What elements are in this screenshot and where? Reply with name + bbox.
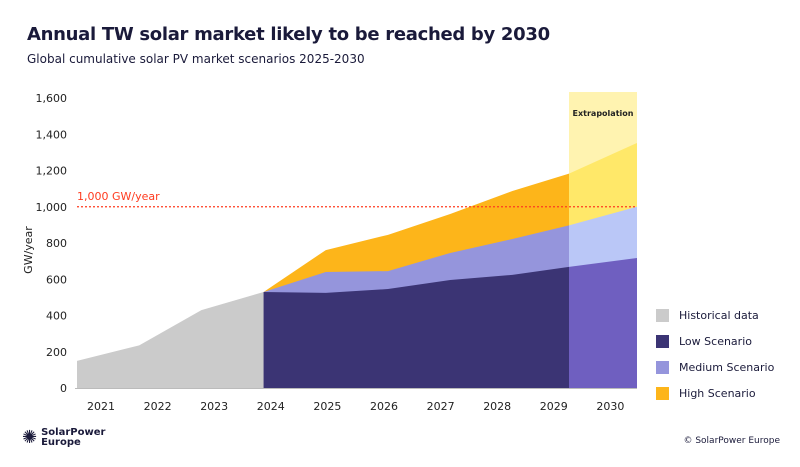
- legend-item: High Scenario: [656, 380, 774, 406]
- x-tick-label: 2026: [370, 400, 398, 413]
- legend-swatch: [656, 386, 669, 400]
- reference-line-label: 1,000 GW/year: [77, 190, 160, 203]
- legend-item: Medium Scenario: [656, 354, 774, 380]
- series-low-scenario-extrapolation-area: [569, 258, 637, 388]
- legend-swatch: [656, 334, 669, 348]
- x-tick-label: 2024: [257, 400, 285, 413]
- legend-item: Historical data: [656, 302, 774, 328]
- y-tick-label: 600: [46, 273, 67, 286]
- legend-label: Low Scenario: [679, 334, 752, 348]
- logo-text-1: SolarPower: [41, 427, 106, 438]
- x-tick-label: 2023: [200, 400, 228, 413]
- y-tick-label: 0: [60, 382, 67, 395]
- solarpower-europe-logo: ✺ SolarPower Europe: [22, 428, 105, 448]
- legend: Historical data Low Scenario Medium Scenar…: [656, 302, 774, 406]
- x-tick-label: 2028: [483, 400, 511, 413]
- x-tick-label: 2029: [540, 400, 568, 413]
- sun-icon: ✺: [22, 427, 38, 448]
- legend-label: Historical data: [679, 308, 759, 322]
- extrapolation-label: Extrapolation: [573, 109, 634, 118]
- x-tick-label: 2021: [87, 400, 115, 413]
- x-tick-label: 2030: [596, 400, 624, 413]
- y-tick-label: 800: [46, 237, 67, 250]
- y-tick-label: 1,600: [36, 92, 68, 105]
- x-tick-label: 2025: [313, 400, 341, 413]
- series-low-scenario-area: [263, 266, 569, 388]
- y-tick-label: 200: [46, 346, 67, 359]
- copyright: © SolarPower Europe: [683, 436, 780, 446]
- y-axis-label: GW/year: [22, 226, 35, 274]
- legend-item: Low Scenario: [656, 328, 774, 354]
- legend-label: High Scenario: [679, 386, 756, 400]
- x-tick-label: 2022: [144, 400, 172, 413]
- legend-swatch: [656, 308, 669, 322]
- y-tick-label: 400: [46, 310, 67, 323]
- chart-title: Annual TW solar market likely to be reac…: [27, 24, 550, 45]
- series-historical-area: [77, 291, 264, 388]
- y-tick-label: 1,400: [36, 128, 68, 141]
- legend-label: Medium Scenario: [679, 360, 775, 374]
- legend-swatch: [656, 360, 669, 374]
- logo-text-2: Europe: [41, 437, 81, 448]
- chart-subtitle: Global cumulative solar PV market scenar…: [27, 52, 365, 66]
- y-tick-label: 1,200: [36, 165, 68, 178]
- x-tick-label: 2027: [427, 400, 455, 413]
- y-tick-label: 1,000: [36, 201, 68, 214]
